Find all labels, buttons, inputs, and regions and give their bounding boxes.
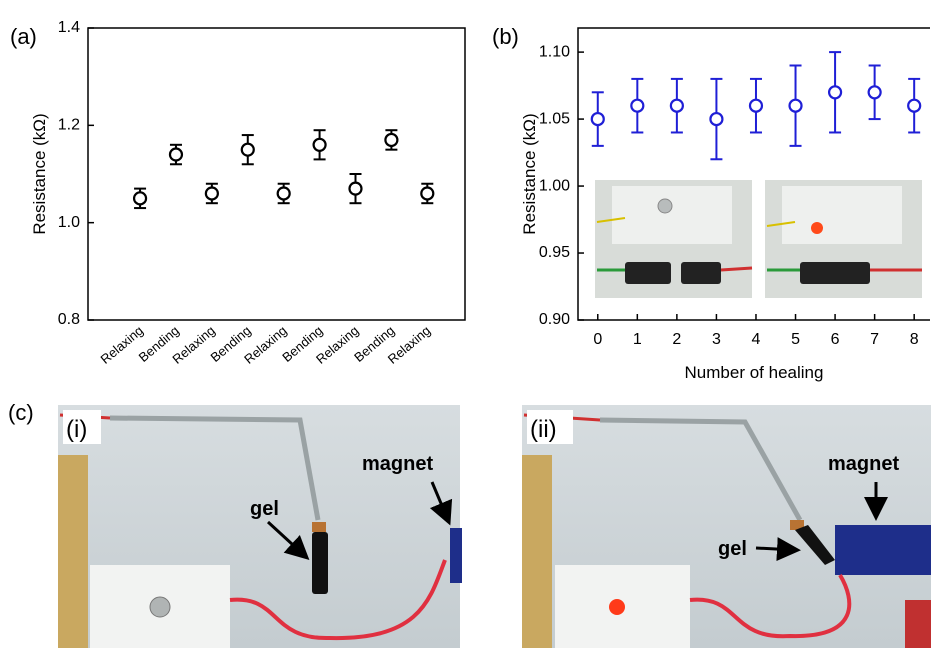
point <box>709 111 724 127</box>
point <box>420 186 435 201</box>
point <box>240 142 255 157</box>
y-tick-label: 1.10 <box>539 43 570 60</box>
point <box>312 137 327 152</box>
y-tick-label: 1.0 <box>58 214 80 231</box>
inset-photo <box>595 180 753 298</box>
panel-label: (b) <box>492 24 519 49</box>
x-tick-label: 1 <box>633 331 642 348</box>
y-axis-label: Resistance (kΩ) <box>520 113 539 234</box>
annotation: gel <box>250 498 279 520</box>
x-tick-label: Relaxing <box>98 323 146 367</box>
x-tick-label: 2 <box>672 331 681 348</box>
photo: (i) gel magnet <box>58 405 462 648</box>
x-tick-label: 4 <box>752 331 761 348</box>
annotation: gel <box>718 538 747 560</box>
point <box>204 186 219 201</box>
x-tick-label: 8 <box>910 331 919 348</box>
y-tick-label: 0.90 <box>539 311 570 328</box>
y-tick-label: 1.05 <box>539 110 570 127</box>
y-tick-label: 1.2 <box>58 117 80 134</box>
point <box>168 147 184 162</box>
y-tick-label: 0.8 <box>58 311 80 328</box>
plot-frame <box>577 27 930 321</box>
point <box>907 98 922 113</box>
y-axis-label: Resistance (kΩ) <box>30 113 49 234</box>
x-tick-label: 0 <box>593 331 602 348</box>
point <box>748 98 764 113</box>
annotation: magnet <box>362 453 433 475</box>
point <box>788 98 803 113</box>
x-tick-label: 6 <box>831 331 840 348</box>
annotation: magnet <box>828 453 899 475</box>
point <box>827 85 843 100</box>
point <box>348 181 363 196</box>
plot-frame <box>87 27 466 321</box>
y-tick-label: 1.4 <box>58 19 80 36</box>
photo-label: (ii) <box>530 416 557 443</box>
x-axis-label: Number of healing <box>685 363 824 382</box>
point <box>867 85 882 100</box>
point <box>590 111 605 127</box>
inset-photo <box>765 180 922 298</box>
point <box>384 132 399 148</box>
x-tick-label: 7 <box>870 331 879 348</box>
y-tick-label: 0.95 <box>539 244 570 261</box>
point <box>669 98 684 113</box>
y-tick-label: 1.00 <box>539 177 570 194</box>
panel-label: (c) <box>8 400 34 425</box>
x-tick-label: 5 <box>791 331 800 348</box>
panel-label: (a) <box>10 24 37 49</box>
photo: (ii) gel magnet <box>522 405 931 648</box>
photo-label: (i) <box>66 416 87 443</box>
point <box>630 98 645 113</box>
x-tick-label: 3 <box>712 331 721 348</box>
point <box>276 186 291 201</box>
point <box>132 191 148 206</box>
